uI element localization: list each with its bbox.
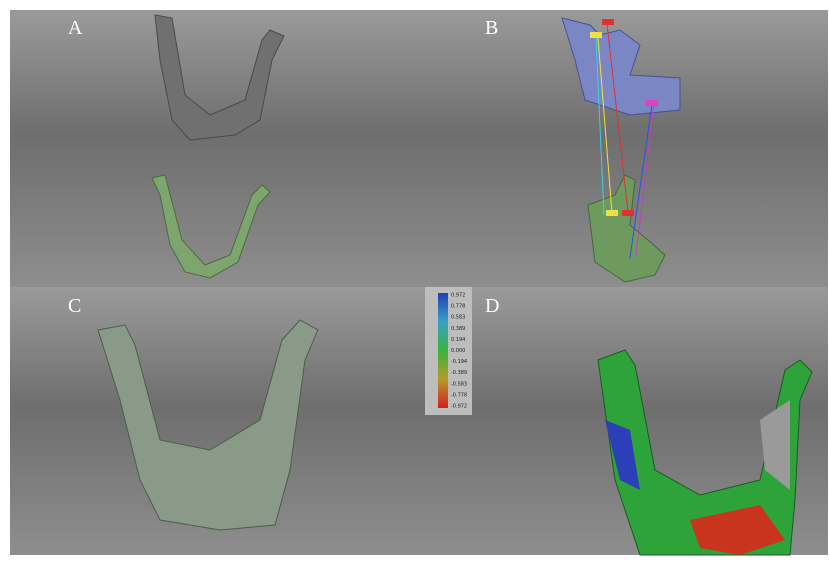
color-scale-label: 0.194 [451, 337, 465, 343]
deviation-region [690, 505, 785, 555]
color-bar [438, 293, 448, 408]
color-scale-background [425, 287, 472, 415]
color-scale-label: -0.583 [451, 381, 467, 387]
landmark-marker [606, 210, 618, 216]
color-scale-label: -0.972 [451, 404, 467, 410]
landmark-marker [590, 32, 602, 38]
color-scale-label: 0.389 [451, 326, 465, 332]
panel-d: D [425, 287, 828, 556]
panel-a: A [10, 10, 425, 287]
color-scale-label: -0.194 [451, 359, 467, 365]
panel-b: B [425, 10, 828, 287]
panel-background [10, 10, 425, 287]
correspondence-lines [595, 23, 655, 259]
jaw-model [154, 14, 285, 141]
deviation-region [760, 400, 790, 490]
jaw-model [151, 174, 271, 279]
panel-label: D [485, 295, 499, 317]
panel-c: C [10, 287, 425, 555]
jaw-model [587, 174, 666, 283]
color-scale-label: -0.389 [451, 370, 467, 376]
color-scale-labels: 0.972 0.778 0.583 0.389 0.194 0.000 -0.194 -0.3… [451, 293, 467, 410]
panel-label: B [485, 17, 498, 39]
jaw-model [597, 349, 813, 556]
color-scale-label: 0.778 [451, 304, 465, 310]
panel-label: C [68, 295, 81, 317]
panel-label: A [68, 17, 83, 39]
color-scale-label: 0.000 [451, 348, 465, 354]
color-scale-label: -0.778 [451, 392, 467, 398]
landmark-marker [622, 210, 634, 216]
landmark-marker [646, 100, 658, 106]
color-scale-label: 0.583 [451, 315, 465, 321]
color-scale-label: 0.972 [451, 293, 465, 299]
deviation-region [605, 420, 640, 490]
color-scale: 0.972 0.778 0.583 0.389 0.194 0.000 -0.194 -0.3… [425, 287, 472, 415]
landmark-marker [602, 19, 614, 25]
jaw-model [97, 319, 319, 531]
